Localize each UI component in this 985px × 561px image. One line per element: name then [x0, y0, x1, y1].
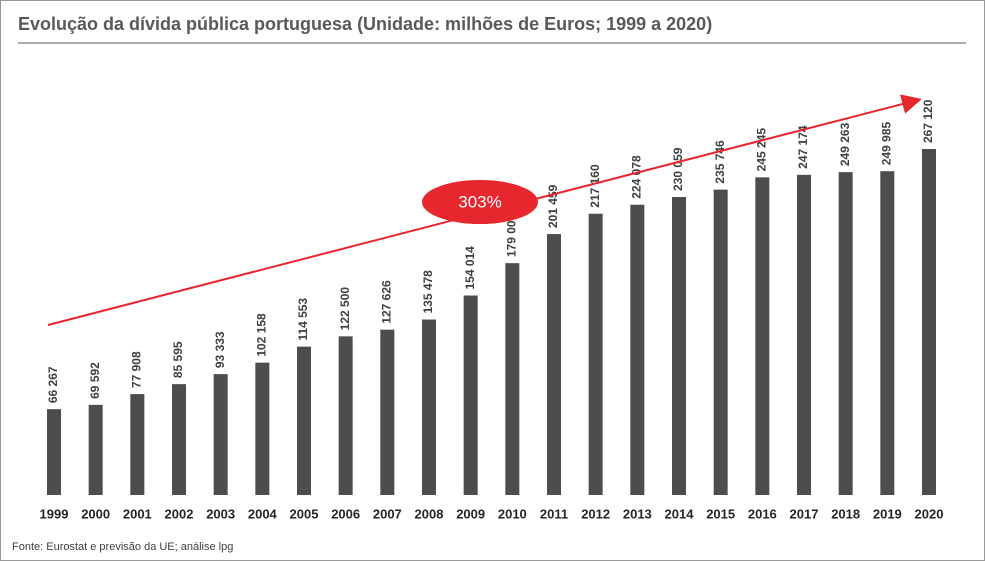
x-tick-label: 1999 [40, 506, 69, 521]
bar [838, 172, 853, 496]
bar [255, 362, 270, 495]
data-label: 85 595 [171, 341, 185, 378]
bar [297, 346, 311, 495]
data-label: 230 059 [671, 147, 685, 191]
data-label: 217 160 [588, 164, 602, 208]
data-label: 235 746 [713, 140, 727, 184]
bar [213, 374, 228, 495]
x-tick-label: 2005 [290, 506, 319, 521]
data-label: 154 014 [463, 246, 477, 290]
bar [630, 204, 645, 496]
x-tick-label: 2011 [540, 506, 568, 521]
bar [380, 329, 395, 495]
bar [172, 384, 186, 495]
data-label: 201 459 [546, 184, 560, 228]
bar [338, 336, 353, 495]
bar [463, 295, 478, 495]
data-label: 245 245 [755, 128, 769, 172]
bar [713, 189, 728, 495]
x-tick-label: 2016 [748, 506, 777, 521]
x-tick-label: 2012 [581, 506, 610, 521]
x-tick-label: 2015 [706, 506, 735, 521]
annotation-bubble [422, 180, 538, 224]
x-tick-label: 2002 [165, 506, 194, 521]
x-tick-label: 2004 [248, 506, 278, 521]
x-tick-label: 2014 [665, 506, 695, 521]
data-label: 247 174 [796, 125, 810, 169]
data-label: 224 078 [630, 155, 644, 199]
x-tick-label: 2019 [873, 506, 902, 521]
x-tick-label: 2008 [415, 506, 444, 521]
bar [505, 263, 520, 495]
x-tick-label: 2007 [373, 506, 402, 521]
data-label: 102 158 [255, 313, 269, 357]
chart-title: Evolução da dívida pública portuguesa (U… [18, 14, 712, 34]
bar [422, 319, 436, 495]
annotation: 303% [458, 192, 501, 211]
data-label: 114 553 [296, 298, 310, 341]
bar [88, 404, 103, 495]
bar [130, 394, 145, 495]
data-label: 66 267 [46, 366, 60, 403]
x-tick-label: 2006 [331, 506, 360, 521]
bar [922, 149, 936, 495]
x-tick-label: 2020 [915, 506, 944, 521]
data-label: 127 626 [380, 280, 394, 324]
data-label: 179 000 [505, 213, 519, 257]
data-label: 135 478 [421, 270, 435, 314]
data-label: 77 908 [130, 351, 144, 388]
data-label: 69 592 [88, 362, 102, 399]
bar [47, 409, 61, 495]
bar [755, 177, 770, 495]
bars: 66 267 1999 69 592 2000 77 908 2001 85 595 2002… [40, 99, 944, 521]
data-label: 93 333 [213, 331, 227, 368]
x-tick-label: 2017 [790, 506, 819, 521]
x-tick-label: 2010 [498, 506, 527, 521]
x-tick-label: 2009 [456, 506, 485, 521]
source-note: Fonte: Eurostat e previsão da UE; anális… [12, 541, 233, 553]
bar [880, 171, 895, 495]
x-tick-label: 2018 [831, 506, 860, 521]
bar [797, 174, 811, 496]
x-tick-label: 2003 [206, 506, 235, 521]
bar [588, 213, 603, 496]
bar [547, 234, 561, 495]
data-label: 249 985 [880, 121, 894, 165]
data-label: 267 120 [921, 99, 935, 143]
x-tick-label: 2000 [81, 506, 110, 521]
data-label: 122 500 [338, 287, 352, 331]
data-label: 249 263 [838, 122, 852, 166]
x-tick-label: 2013 [623, 506, 652, 521]
bar [672, 197, 686, 495]
x-tick-label: 2001 [123, 506, 152, 521]
